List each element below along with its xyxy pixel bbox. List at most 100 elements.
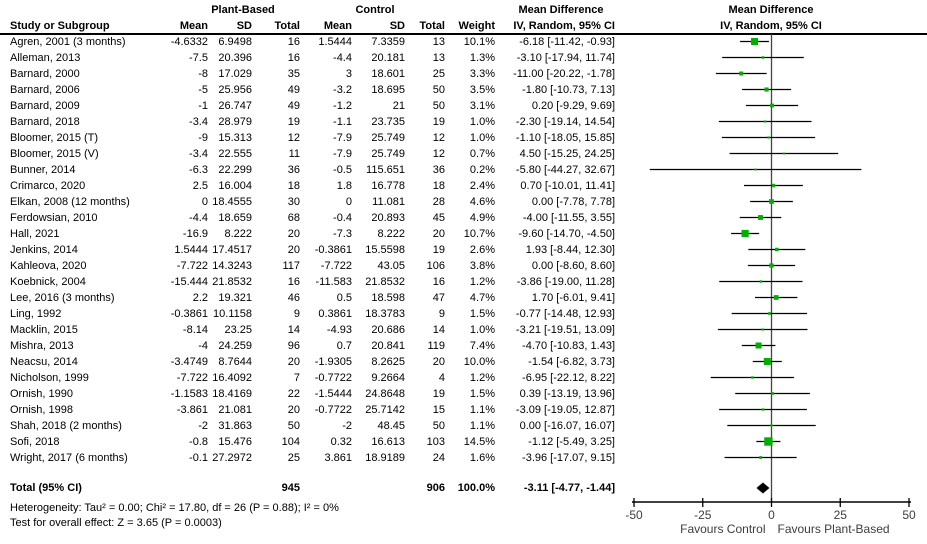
study-name: Shah, 2018 (2 months)	[10, 420, 122, 432]
mean-plant-based: -4.4	[189, 212, 208, 224]
total-control: 9	[438, 308, 445, 320]
mean-plant-based: -0.3861	[170, 308, 208, 320]
ci-text: 1.93 [-8.44, 12.30]	[525, 244, 615, 256]
md-text-column-header-line1: Mean Difference	[518, 4, 604, 16]
study-name: Kahleova, 2020	[10, 260, 87, 272]
study-row: Ling, 1992 -0.3861 10.1158 9 0.3861 18.3…	[0, 306, 615, 322]
mean-control: -0.3861	[314, 244, 352, 256]
axis-tick-label: 0	[768, 508, 775, 522]
sd-plant-based: 15.313	[218, 132, 252, 144]
ci-text: -2.30 [-19.14, 14.54]	[515, 116, 615, 128]
study-name: Ling, 1992	[10, 308, 62, 320]
md-text-column-header-line2: IV, Random, 95% CI	[513, 20, 615, 32]
sd-plant-based: 18.659	[218, 212, 252, 224]
mean-plant-based: -0.8	[189, 436, 208, 448]
md-plot-column-header-line2: IV, Random, 95% CI	[720, 20, 822, 32]
sd-control: 25.749	[371, 148, 405, 160]
mean-control: -1.9305	[314, 356, 352, 368]
mean-control: 3	[345, 68, 352, 80]
mean-control: -0.5	[333, 164, 352, 176]
sd-plant-based: 10.1158	[213, 308, 252, 320]
study-name: Barnard, 2009	[10, 100, 80, 112]
study-row: Macklin, 2015 -8.14 23.25 14 -4.93 20.68…	[0, 322, 615, 338]
weight: 1.1%	[469, 420, 495, 432]
sd-plant-based: 16.004	[218, 180, 252, 192]
effect-square	[759, 280, 763, 283]
total-plant-based: 49	[287, 100, 300, 112]
sd-plant-based: 28.979	[218, 116, 252, 128]
study-name: Bloomer, 2015 (V)	[10, 148, 99, 160]
mean-plant-based: -8	[198, 68, 208, 80]
study-name: Ferdowsian, 2010	[10, 212, 98, 224]
study-name: Bloomer, 2015 (T)	[10, 132, 99, 144]
sd-plant-based: 20.396	[218, 52, 252, 64]
md-plot-column-header-line1: Mean Difference	[728, 4, 814, 16]
weight: 1.0%	[469, 324, 495, 336]
effect-square	[764, 120, 767, 123]
total-plant-based: 68	[287, 212, 300, 224]
study-name: Wright, 2017 (6 months)	[10, 452, 128, 464]
study-name: Agren, 2001 (3 months)	[10, 36, 126, 48]
mean-plant-based: -5	[198, 84, 208, 96]
mean-control: -7.9	[333, 132, 352, 144]
total-label: Total (95% CI)	[10, 482, 82, 494]
effect-square	[773, 295, 779, 300]
sd-plant-based: 26.747	[218, 100, 252, 112]
study-name: Ornish, 1998	[10, 404, 73, 416]
effect-square	[763, 358, 771, 365]
ci-text: -3.09 [-19.05, 12.87]	[515, 404, 615, 416]
total-control: 45	[432, 212, 445, 224]
weight: 1.0%	[469, 132, 495, 144]
weight: 1.3%	[469, 52, 495, 64]
effect-square	[768, 312, 771, 315]
mean-plant-based: -0.1	[189, 452, 208, 464]
weight: 1.0%	[469, 116, 495, 128]
total-plant-based: 36	[287, 164, 300, 176]
study-name: Barnard, 2000	[10, 68, 80, 80]
ci-text: 4.50 [-15.25, 24.25]	[519, 148, 615, 160]
study-name: Barnard, 2018	[10, 116, 80, 128]
mean-control: 1.8	[336, 180, 352, 192]
col-header-total-ctrl: Total	[419, 20, 445, 32]
mean-plant-based: 1.5444	[174, 244, 208, 256]
total-plant-based: 19	[287, 116, 300, 128]
weight: 0.7%	[469, 148, 495, 160]
effect-square	[761, 56, 765, 59]
sd-control: 16.778	[371, 180, 405, 192]
weight: 4.6%	[469, 196, 495, 208]
total-control: 36	[432, 164, 445, 176]
mean-control: 0.3861	[318, 308, 352, 320]
sd-control: 8.2625	[371, 356, 405, 368]
mean-plant-based: -16.9	[182, 228, 208, 240]
mean-control: -4.93	[326, 324, 352, 336]
ci-text: -3.10 [-17.94, 11.74]	[516, 52, 615, 64]
sd-control: 48.45	[377, 420, 405, 432]
col-header-mean-ctrl: Mean	[323, 20, 352, 32]
total-plant-based: 35	[287, 68, 300, 80]
effect-square	[775, 247, 779, 252]
mean-control: -7.9	[333, 148, 352, 160]
col-header-sd-pb: SD	[236, 20, 252, 32]
mean-plant-based: -6.3	[189, 164, 208, 176]
sd-plant-based: 31.863	[218, 420, 252, 432]
sd-control: 18.598	[371, 292, 405, 304]
study-table: Agren, 2001 (3 months) -4.6332 6.9498 16…	[0, 34, 615, 466]
study-row: Barnard, 2000 -8 17.029 35 3 18.601 25 3…	[0, 66, 615, 82]
sd-plant-based: 17.4517	[212, 244, 252, 256]
study-row: Nicholson, 1999 -7.722 16.4092 7 -0.7722…	[0, 370, 615, 386]
col-header-total-pb: Total	[274, 20, 300, 32]
sd-control: 23.735	[371, 116, 405, 128]
mean-control: -11.583	[315, 276, 353, 288]
weight: 2.6%	[469, 244, 495, 256]
study-row: Crimarco, 2020 2.5 16.004 18 1.8 16.778 …	[0, 178, 615, 194]
total-control: 16	[432, 276, 445, 288]
study-name: Hall, 2021	[10, 228, 60, 240]
col-header-sd-ctrl: SD	[389, 20, 405, 32]
total-plant-based: 117	[282, 260, 300, 272]
sd-control: 20.893	[371, 212, 405, 224]
sd-control: 21	[392, 100, 405, 112]
mean-plant-based: -7.5	[189, 52, 208, 64]
mean-plant-based: -15.444	[170, 276, 208, 288]
sd-plant-based: 14.3243	[212, 260, 252, 272]
ci-text: -3.21 [-19.51, 13.09]	[515, 324, 615, 336]
